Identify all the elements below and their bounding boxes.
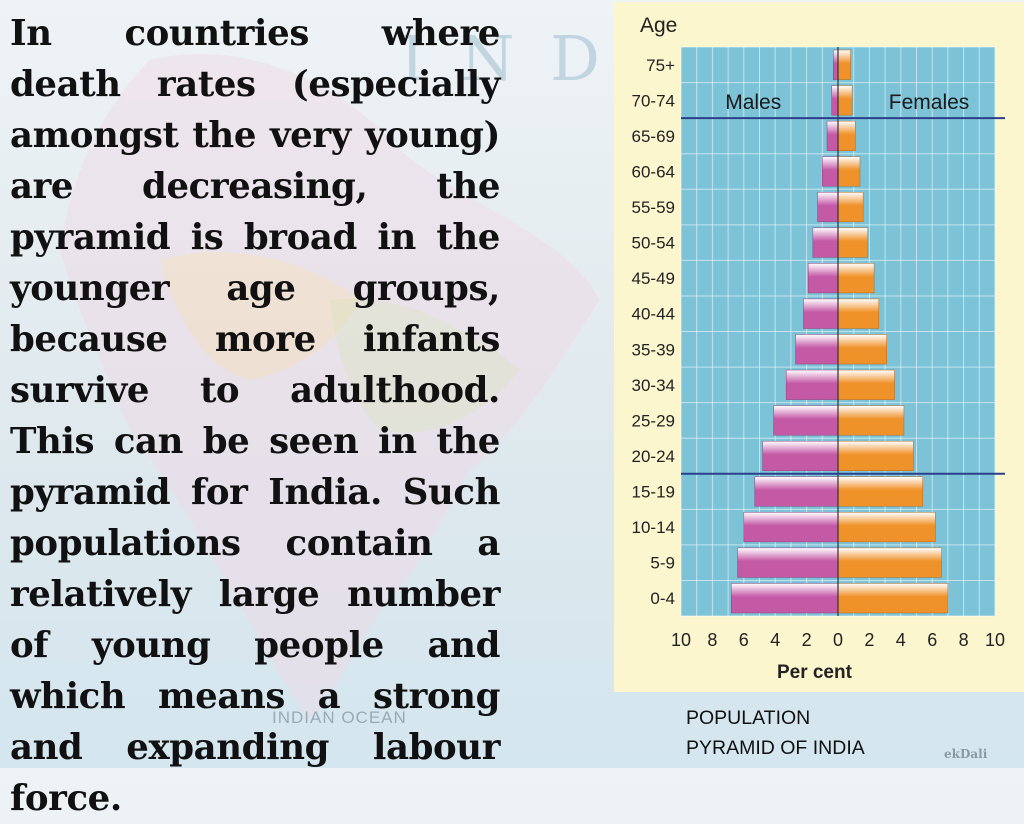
- ocean-label: INDIAN OCEAN: [272, 708, 407, 727]
- age-tick-label: 30-34: [632, 376, 675, 395]
- age-tick-label: 70-74: [632, 91, 675, 110]
- age-tick-label: 25-29: [632, 411, 675, 430]
- bar-males-55-59: [817, 192, 839, 223]
- bar-females-35-39: [837, 334, 887, 365]
- age-tick-label: 50-54: [632, 234, 675, 253]
- bar-males-10-14: [743, 512, 839, 543]
- x-tick-label: 8: [707, 630, 717, 650]
- age-tick-label: 15-19: [632, 483, 675, 502]
- population-pyramid-chart: 0-4 5-9 10-14 15-19 20-24 25-29 30-34 35-39 40-4…: [614, 2, 1024, 692]
- x-tick-label: 4: [770, 630, 780, 650]
- bar-males-70-74: [831, 85, 839, 116]
- bar-females-65-69: [837, 120, 856, 151]
- age-tick-label: 65-69: [632, 127, 675, 146]
- bar-males-5-9: [737, 547, 839, 578]
- age-tick-label: 75+: [646, 56, 675, 75]
- bar-males-40-44: [803, 298, 839, 329]
- y-axis-label: Age: [640, 14, 677, 37]
- bar-males-65-69: [826, 120, 839, 151]
- bar-females-5-9: [837, 547, 942, 578]
- x-axis-label: Per cent: [777, 662, 853, 683]
- age-tick-label: 10-14: [632, 518, 675, 537]
- body-paragraph: In countries where death rates (especial…: [10, 13, 500, 819]
- map-decorative-lettering: I N D: [400, 22, 608, 95]
- bar-males-75+: [833, 49, 839, 80]
- bar-males-45-49: [807, 263, 839, 294]
- bar-females-10-14: [837, 512, 936, 543]
- bar-females-70-74: [837, 85, 853, 116]
- series-label-males: Males: [725, 91, 781, 114]
- bar-males-20-24: [762, 440, 839, 471]
- age-tick-label: 5-9: [650, 554, 675, 573]
- bar-females-45-49: [837, 263, 875, 294]
- age-tick-label: 55-59: [632, 198, 675, 217]
- bar-males-60-64: [822, 156, 839, 187]
- x-tick-label: 10: [985, 630, 1005, 650]
- bar-males-30-34: [785, 369, 839, 400]
- india-map-background: I N D INDIAN OCEAN: [60, 22, 608, 727]
- age-tick-label: 40-44: [632, 305, 675, 324]
- pyramid-svg: 0-4 5-9 10-14 15-19 20-24 25-29 30-34 35-39 40-4…: [632, 14, 1006, 683]
- bar-females-50-54: [837, 227, 869, 258]
- bar-males-15-19: [754, 476, 839, 507]
- caption-line-2: PYRAMID OF INDIA: [686, 737, 865, 759]
- bar-males-25-29: [773, 405, 839, 436]
- age-tick-label: 0-4: [650, 589, 675, 608]
- age-tick-label: 20-24: [632, 447, 675, 466]
- chart-caption: POPULATION PYRAMID OF INDIA: [686, 703, 865, 763]
- x-tick-label: 0: [833, 630, 843, 650]
- watermark-logo: ekDali: [944, 747, 988, 761]
- x-tick-label: 6: [927, 630, 937, 650]
- bar-males-50-54: [812, 227, 839, 258]
- caption-line-1: POPULATION: [686, 707, 811, 729]
- bar-females-15-19: [837, 476, 924, 507]
- x-tick-label: 10: [671, 630, 691, 650]
- bar-females-60-64: [837, 156, 861, 187]
- age-tick-label: 35-39: [632, 340, 675, 359]
- age-tick-label: 60-64: [632, 162, 675, 181]
- x-tick-label: 4: [896, 630, 906, 650]
- bar-females-30-34: [837, 369, 895, 400]
- bar-females-55-59: [837, 192, 864, 223]
- bar-females-0-4: [837, 583, 949, 614]
- map-shape: [60, 54, 600, 720]
- x-tick-label: 2: [864, 630, 874, 650]
- bar-females-25-29: [837, 405, 905, 436]
- bar-females-20-24: [837, 440, 914, 471]
- bar-females-40-44: [837, 298, 880, 329]
- series-label-females: Females: [889, 91, 970, 114]
- bar-females-75+: [837, 49, 851, 80]
- bar-males-35-39: [795, 334, 839, 365]
- x-tick-label: 8: [959, 630, 969, 650]
- age-tick-label: 45-49: [632, 269, 675, 288]
- x-tick-label: 2: [802, 630, 812, 650]
- bar-males-0-4: [730, 583, 839, 614]
- x-tick-label: 6: [739, 630, 749, 650]
